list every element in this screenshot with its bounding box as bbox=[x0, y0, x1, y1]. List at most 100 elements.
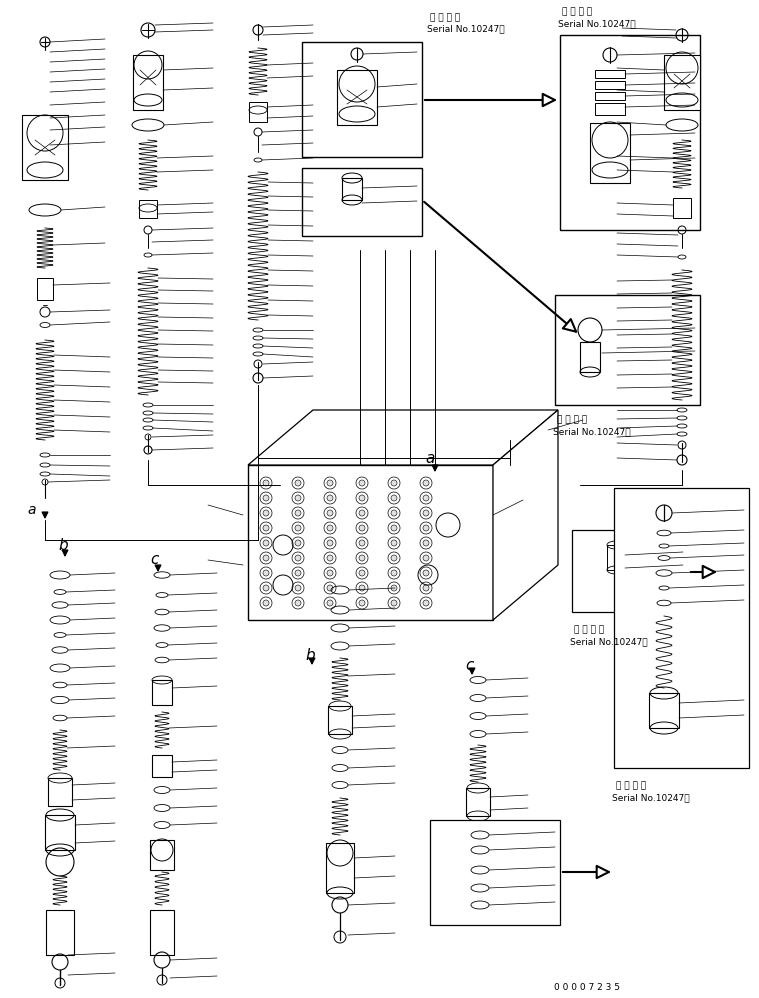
Circle shape bbox=[423, 540, 429, 546]
Circle shape bbox=[359, 540, 365, 546]
Polygon shape bbox=[248, 410, 558, 465]
Circle shape bbox=[263, 600, 269, 606]
Circle shape bbox=[391, 555, 397, 561]
Text: b: b bbox=[58, 538, 68, 553]
Circle shape bbox=[295, 570, 301, 576]
Text: 通 用 号 機: 通 用 号 機 bbox=[562, 8, 592, 17]
Bar bbox=[560, 35, 700, 230]
Circle shape bbox=[391, 480, 397, 486]
Circle shape bbox=[327, 480, 333, 486]
Circle shape bbox=[391, 600, 397, 606]
Bar bbox=[152, 680, 172, 705]
Bar bbox=[555, 295, 700, 405]
Text: c: c bbox=[150, 553, 159, 568]
Text: 通 用 号 機: 通 用 号 機 bbox=[557, 415, 587, 424]
Circle shape bbox=[391, 570, 397, 576]
Circle shape bbox=[359, 585, 365, 591]
Bar bbox=[328, 706, 352, 734]
Circle shape bbox=[423, 585, 429, 591]
Text: a: a bbox=[27, 503, 36, 517]
Text: 0 0 0 0 7 2 3 5: 0 0 0 0 7 2 3 5 bbox=[554, 983, 620, 992]
Circle shape bbox=[327, 555, 333, 561]
Circle shape bbox=[359, 555, 365, 561]
Bar bbox=[673, 198, 691, 218]
Circle shape bbox=[263, 510, 269, 516]
Text: b: b bbox=[305, 648, 315, 663]
Circle shape bbox=[423, 555, 429, 561]
Bar bbox=[248, 465, 493, 620]
Bar bbox=[152, 755, 172, 777]
Circle shape bbox=[391, 495, 397, 501]
Circle shape bbox=[327, 540, 333, 546]
Bar bbox=[249, 102, 267, 122]
Circle shape bbox=[359, 525, 365, 531]
Bar bbox=[326, 843, 354, 893]
Bar bbox=[302, 42, 422, 157]
Circle shape bbox=[263, 495, 269, 501]
Circle shape bbox=[263, 585, 269, 591]
Bar bbox=[133, 55, 163, 110]
Circle shape bbox=[423, 570, 429, 576]
Polygon shape bbox=[493, 410, 558, 620]
Circle shape bbox=[295, 495, 301, 501]
Text: Serial No.10247～: Serial No.10247～ bbox=[570, 638, 647, 647]
Bar bbox=[302, 168, 422, 236]
Bar bbox=[46, 910, 74, 955]
Bar bbox=[37, 278, 53, 300]
Text: Serial No.10247～: Serial No.10247～ bbox=[612, 793, 690, 802]
Bar bbox=[342, 178, 362, 200]
Text: 通 用 号 機: 通 用 号 機 bbox=[616, 781, 646, 790]
Circle shape bbox=[327, 495, 333, 501]
Bar bbox=[595, 92, 625, 100]
Bar bbox=[150, 910, 174, 955]
Text: 通 用 号 機: 通 用 号 機 bbox=[430, 14, 460, 23]
Circle shape bbox=[327, 600, 333, 606]
Circle shape bbox=[263, 570, 269, 576]
Circle shape bbox=[359, 510, 365, 516]
Bar bbox=[150, 840, 174, 870]
Circle shape bbox=[391, 540, 397, 546]
Text: Serial No.10247～: Serial No.10247～ bbox=[558, 20, 635, 29]
Text: Serial No.10247～: Serial No.10247～ bbox=[427, 25, 505, 34]
Circle shape bbox=[327, 510, 333, 516]
Bar bbox=[45, 815, 75, 850]
Circle shape bbox=[423, 600, 429, 606]
Circle shape bbox=[263, 525, 269, 531]
Bar bbox=[580, 342, 600, 372]
Bar bbox=[595, 81, 625, 89]
Bar bbox=[607, 545, 625, 570]
Bar bbox=[139, 200, 157, 218]
Circle shape bbox=[263, 480, 269, 486]
Bar bbox=[649, 693, 679, 728]
Circle shape bbox=[295, 525, 301, 531]
Circle shape bbox=[295, 600, 301, 606]
Bar bbox=[430, 820, 560, 925]
Circle shape bbox=[423, 525, 429, 531]
Bar bbox=[595, 70, 625, 78]
Circle shape bbox=[295, 510, 301, 516]
Circle shape bbox=[295, 555, 301, 561]
Circle shape bbox=[359, 570, 365, 576]
Circle shape bbox=[359, 600, 365, 606]
Bar bbox=[590, 123, 630, 183]
Text: a: a bbox=[425, 450, 434, 465]
Circle shape bbox=[423, 495, 429, 501]
Text: 通 用 号 機: 通 用 号 機 bbox=[574, 626, 604, 635]
Circle shape bbox=[263, 555, 269, 561]
Circle shape bbox=[295, 480, 301, 486]
Bar bbox=[466, 788, 490, 816]
Bar bbox=[572, 530, 688, 612]
Text: Serial No.10247～: Serial No.10247～ bbox=[553, 427, 631, 436]
Circle shape bbox=[423, 510, 429, 516]
Circle shape bbox=[263, 540, 269, 546]
Circle shape bbox=[359, 480, 365, 486]
Circle shape bbox=[327, 570, 333, 576]
Bar bbox=[595, 103, 625, 115]
Bar bbox=[664, 55, 700, 110]
Circle shape bbox=[327, 585, 333, 591]
Bar bbox=[22, 115, 68, 180]
Bar bbox=[337, 70, 377, 125]
Circle shape bbox=[327, 525, 333, 531]
Text: c: c bbox=[465, 658, 474, 673]
Circle shape bbox=[295, 585, 301, 591]
